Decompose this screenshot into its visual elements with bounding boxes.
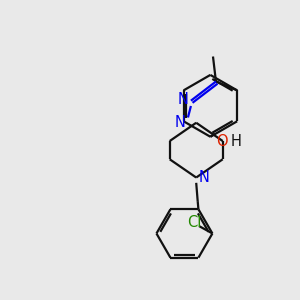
Text: O: O [216,134,228,149]
Text: N: N [199,170,210,185]
Text: Cl: Cl [188,215,202,230]
Text: N: N [174,115,185,130]
Text: N: N [177,92,188,107]
Text: H: H [231,134,242,149]
